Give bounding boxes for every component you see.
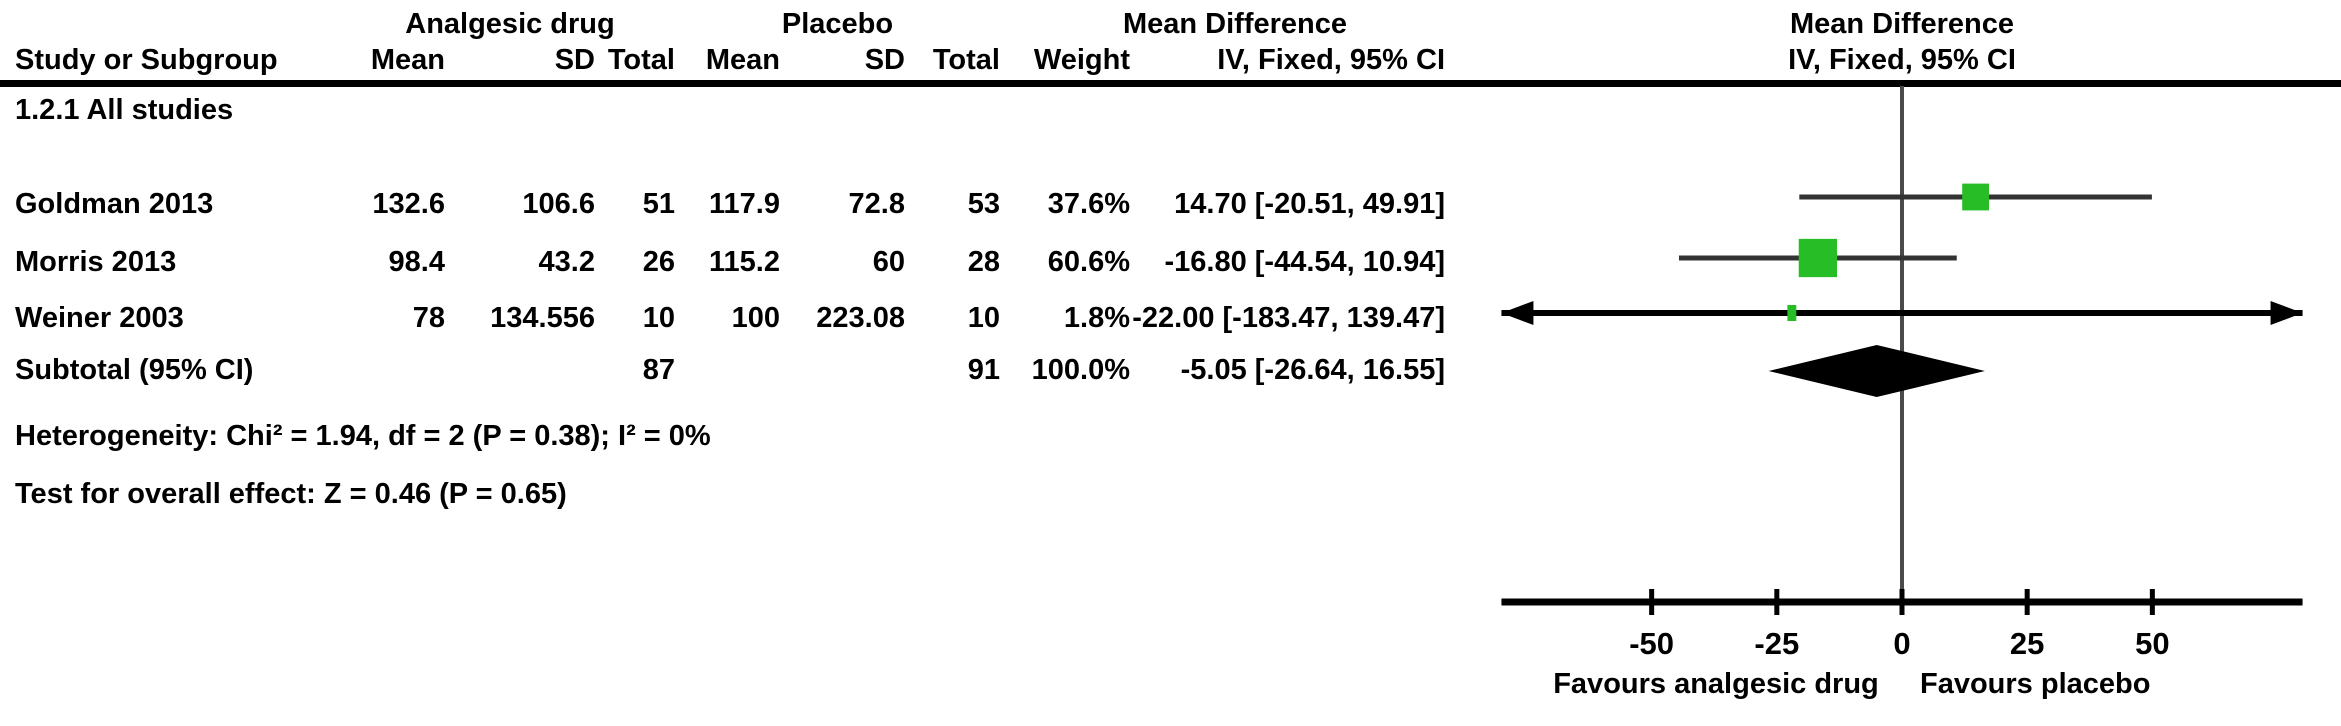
header-separator [0,80,2341,87]
col-header-total1: Total [607,44,675,76]
sd1-cell: 134.556 [490,302,595,334]
study-label: Morris 2013 [15,246,177,278]
x-axis-tick-label: 0 [1893,626,1910,661]
total1-cell: 10 [642,302,675,334]
weight-cell: 100.0% [1031,354,1130,386]
favours-right-label: Favours placebo [1920,668,2151,700]
ci-left-arrow [1501,301,1534,325]
x-axis-tick-label: 25 [2010,626,2044,661]
effect-header-left: Mean Difference [1122,8,1347,40]
total2-cell: 53 [967,188,1000,220]
table-row-morris: Morris 2013 98.4 43.2 26 115.2 60 28 60.… [0,244,1445,280]
col-header-sd2: SD [864,44,905,76]
col-header-study: Study or Subgroup [15,44,278,76]
subgroup-label: 1.2.1 All studies [15,94,234,126]
total1-cell: 51 [642,188,675,220]
favours-left-label: Favours analgesic drug [1553,668,1879,700]
heterogeneity-note: Heterogeneity: Chi² = 1.94, df = 2 (P = … [15,420,711,452]
effect-square [1787,305,1797,321]
ci-cell: -16.80 [-44.54, 10.94] [1164,246,1445,278]
total1-cell: 26 [642,246,675,278]
col-header-total2: Total [932,44,1000,76]
sd2-cell: 60 [872,246,905,278]
mean1-cell: 98.4 [388,246,445,278]
group-header-analgesic: Analgesic drug [405,8,615,40]
sd2-cell: 223.08 [816,302,905,334]
x-axis-tick-label: 50 [2135,626,2169,661]
table-row-weiner: Weiner 2003 78 134.556 10 100 223.08 10 … [0,300,1445,336]
sd1-cell: 43.2 [538,246,595,278]
weight-cell: 1.8% [1063,302,1130,334]
x-axis-tick-label: -50 [1629,626,1674,661]
mean2-cell: 117.9 [709,188,780,220]
effect-header-right: Mean Difference [1789,8,2014,40]
ci-cell: -5.05 [-26.64, 16.55] [1180,354,1445,386]
table-row-goldman: Goldman 2013 132.6 106.6 51 117.9 72.8 5… [0,186,1445,222]
group-header-placebo: Placebo [781,8,894,40]
table-row-subtotal: Subtotal (95% CI) 87 91 100.0% -5.05 [-2… [0,352,1445,388]
ci-right-arrow [2270,301,2303,325]
col-header-sd1: SD [554,44,595,76]
mean1-cell: 78 [412,302,445,334]
total1-cell: 87 [642,354,675,386]
weight-cell: 37.6% [1047,188,1130,220]
overall-effect-note: Test for overall effect: Z = 0.46 (P = 0… [15,478,567,510]
subtotal-label: Subtotal (95% CI) [15,354,254,386]
column-header-row: Study or Subgroup Mean SD Total Mean SD … [0,42,1445,78]
effect-square [1798,238,1838,278]
mean2-cell: 100 [731,302,780,334]
method-header-right: IV, Fixed, 95% CI [1788,44,2016,76]
sd1-cell: 106.6 [522,188,595,220]
col-header-weight: Weight [1033,44,1130,76]
col-header-mean2: Mean [705,44,780,76]
ci-cell: -22.00 [-183.47, 139.47] [1132,302,1445,334]
total2-cell: 91 [967,354,1000,386]
ci-cell: 14.70 [-20.51, 49.91] [1174,188,1445,220]
weight-cell: 60.6% [1047,246,1130,278]
col-header-mean1: Mean [370,44,445,76]
col-header-ci: IV, Fixed, 95% CI [1217,44,1445,76]
total2-cell: 10 [967,302,1000,334]
subtotal-diamond [1768,345,1985,397]
study-label: Weiner 2003 [15,302,184,334]
mean1-cell: 132.6 [372,188,445,220]
x-axis-tick-label: -25 [1754,626,1799,661]
total2-cell: 28 [967,246,1000,278]
effect-square [1962,183,1990,211]
mean2-cell: 115.2 [709,246,780,278]
study-label: Goldman 2013 [15,188,214,220]
sd2-cell: 72.8 [848,188,905,220]
